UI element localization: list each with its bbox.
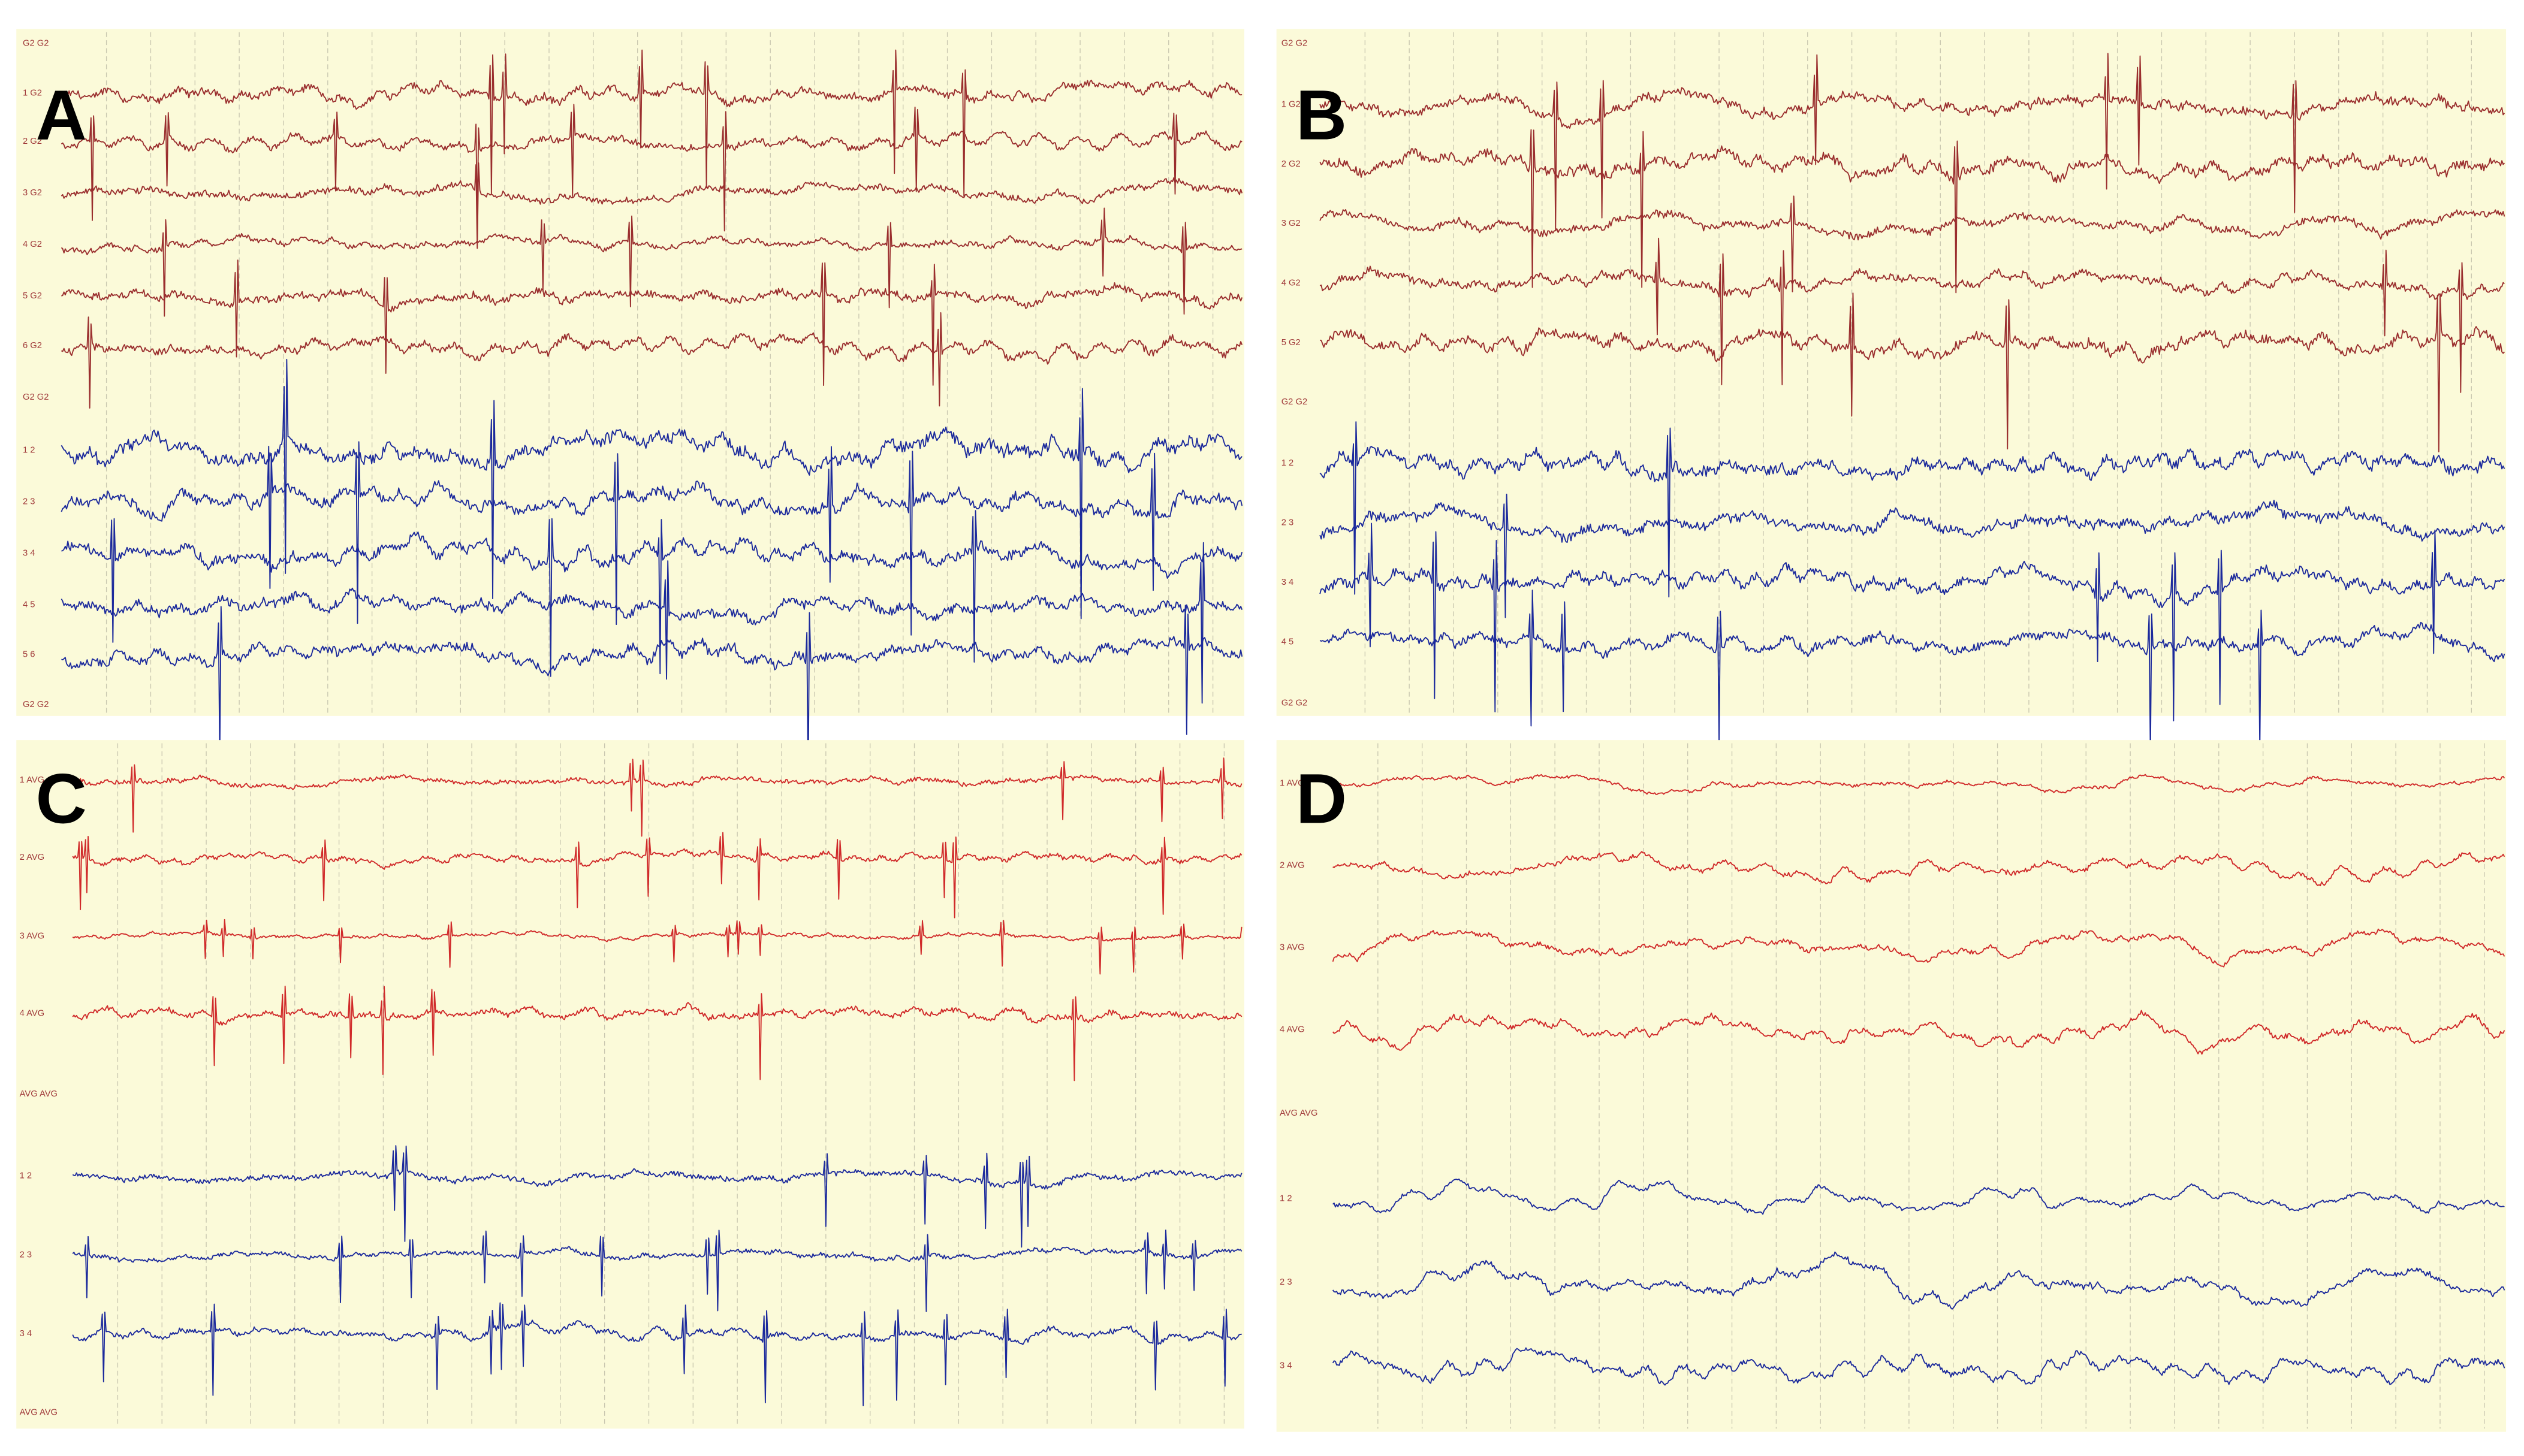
channel-label: 1 2	[20, 1171, 32, 1181]
panel-background	[1276, 29, 2507, 716]
eeg-trace	[1319, 522, 2505, 721]
eeg-trace	[1319, 129, 2505, 294]
channel-label: 4 G2	[23, 240, 42, 249]
channel-label: 3 4	[1281, 578, 1294, 587]
channel-label: 2 3	[23, 497, 35, 507]
eeg-trace	[61, 259, 1243, 386]
channel-label: G2 G2	[23, 700, 49, 709]
channel-label: 3 G2	[1281, 219, 1301, 228]
eeg-trace	[61, 49, 1243, 197]
channel-label: 4 5	[23, 600, 35, 609]
channel-label: 4 G2	[1281, 278, 1301, 288]
eeg-trace	[61, 207, 1243, 317]
channel-label: 2 3	[1281, 518, 1294, 528]
eeg-trace	[1332, 1178, 2505, 1215]
eeg-trace	[72, 1302, 1242, 1406]
eeg-panel: G2 G2 1 G2 2 G2 3 G2 4 G2 5 G2 G2 G2 1 2 2 3 3 4 4…	[1276, 29, 2507, 756]
eeg-trace	[61, 441, 1243, 636]
channel-label: 4 5	[1281, 637, 1294, 647]
eeg-trace	[1332, 1347, 2505, 1386]
panel-letter: D	[1296, 760, 1347, 839]
channel-label: 6 G2	[23, 341, 42, 351]
eeg-trace	[61, 358, 1243, 620]
eeg-trace	[1332, 928, 2505, 968]
eeg-trace	[61, 104, 1243, 232]
channel-label: 4 AVG	[1280, 1025, 1305, 1034]
channel-label: G2 G2	[23, 38, 49, 48]
eeg-trace	[1332, 851, 2505, 887]
eeg-trace	[61, 510, 1243, 677]
channel-label: 2 AVG	[1280, 860, 1305, 870]
channel-label: 1 2	[1280, 1194, 1292, 1203]
channel-label: 1 G2	[23, 89, 42, 98]
panel-letter: C	[35, 760, 86, 839]
eeg-trace	[72, 832, 1243, 919]
eeg-panel: G2 G2 1 G2 2 G2 3 G2 4 G2 5 G2 6 G2 G2 G2 1 2 2 3…	[16, 29, 1244, 785]
channel-label: 5 G2	[1281, 338, 1301, 348]
eeg-trace	[1332, 774, 2505, 795]
eeg-panel: 1 AVG 2 AVG 3 AVG 4 AVG AVG AVG 1 2 2 3 3 4 AVG …	[16, 740, 1244, 1429]
channel-label: 2 3	[20, 1250, 32, 1259]
panel-background	[16, 740, 1244, 1429]
eeg-trace	[1319, 292, 2505, 452]
channel-label: 3 4	[23, 549, 35, 558]
channel-label: 2 AVG	[20, 853, 45, 862]
channel-label: 4 AVG	[20, 1009, 45, 1019]
channel-label: 1 G2	[1281, 99, 1301, 109]
eeg-trace	[1319, 493, 2505, 618]
channel-label: 3 AVG	[1280, 943, 1305, 952]
eeg-trace	[1319, 421, 2505, 598]
eeg-trace	[72, 986, 1243, 1082]
channel-label: 5 6	[23, 650, 35, 660]
channel-label: G2 G2	[1281, 38, 1307, 48]
channel-label: G2 G2	[23, 392, 49, 402]
channel-label: 2 G2	[23, 137, 42, 146]
channel-label: 3 4	[20, 1329, 32, 1339]
panel-letter: A	[35, 76, 86, 155]
channel-label: AVG AVG	[1280, 1108, 1317, 1118]
eeg-trace	[61, 542, 1243, 704]
channel-label: 1 AVG	[20, 775, 45, 785]
eeg-trace	[72, 919, 1243, 975]
panel-letter: B	[1296, 76, 1347, 155]
eeg-trace	[1319, 589, 2505, 756]
eeg-trace	[1332, 1251, 2505, 1310]
channel-label: 3 4	[1280, 1361, 1292, 1371]
eeg-trace	[1319, 237, 2505, 393]
panel-background	[16, 29, 1244, 716]
channel-label: 2 G2	[1281, 159, 1301, 169]
channel-label: AVG AVG	[20, 1089, 58, 1099]
eeg-trace	[61, 312, 1243, 409]
eeg-trace	[72, 757, 1243, 837]
channel-label: 2 3	[1280, 1277, 1292, 1287]
eeg-trace	[72, 1230, 1243, 1312]
channel-label: 1 2	[23, 446, 35, 455]
channel-label: G2 G2	[1281, 698, 1307, 708]
channel-label: 5 G2	[23, 291, 42, 301]
eeg-trace	[61, 605, 1243, 785]
channel-label: AVG AVG	[20, 1407, 58, 1417]
eeg-trace	[1319, 53, 2505, 231]
panel-background	[1276, 740, 2507, 1432]
eeg-trace	[72, 1145, 1243, 1248]
eeg-trace	[1319, 195, 2505, 292]
eeg-trace	[1332, 1010, 2505, 1055]
channel-label: G2 G2	[1281, 397, 1307, 407]
eeg-trace	[61, 162, 1243, 249]
channel-label: 3 G2	[23, 188, 42, 198]
channel-label: 1 AVG	[1280, 779, 1305, 789]
eeg-panel: 1 AVG 2 AVG 3 AVG 4 AVG AVG AVG 1 2 2 3 3 4 D	[1276, 740, 2507, 1432]
channel-label: 3 AVG	[20, 932, 45, 941]
channel-label: 1 2	[1281, 458, 1294, 468]
